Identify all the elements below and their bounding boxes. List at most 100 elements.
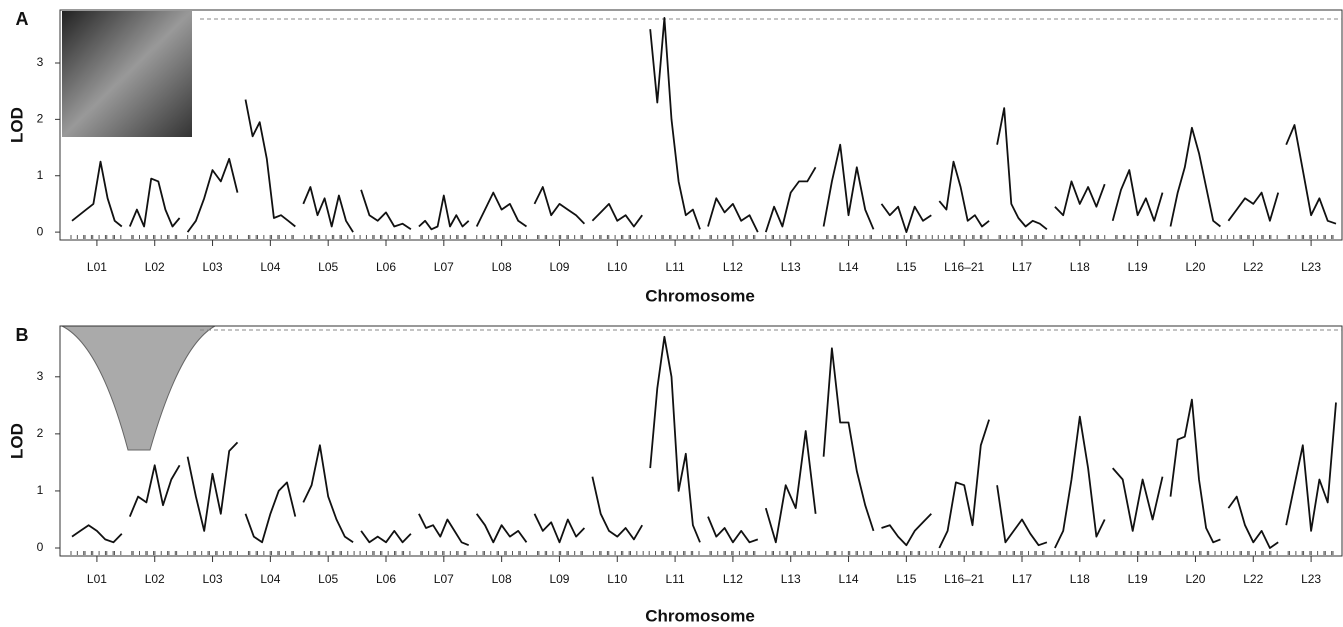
lod-curve [880, 203, 932, 233]
y-tick-label: 2 [37, 426, 44, 440]
lod-curve [1112, 467, 1164, 532]
lod-curve [996, 485, 1048, 547]
x-tick-label: L08 [492, 260, 512, 274]
lod-curve [1054, 180, 1106, 217]
lod-curve [1227, 191, 1280, 222]
x-tick-label: L13 [781, 572, 801, 586]
x-tick-label: L10 [607, 572, 627, 586]
x-tick-label: L02 [145, 260, 165, 274]
y-tick-label: 2 [37, 112, 44, 126]
x-tick-label: L15 [896, 572, 916, 586]
x-tick-label: L07 [434, 260, 454, 274]
y-axis-label: LOD [7, 423, 26, 459]
lod-curve [764, 430, 817, 544]
x-tick-label: L16–21 [944, 572, 984, 586]
y-tick-label: 0 [37, 224, 44, 238]
x-tick-label: L14 [839, 260, 859, 274]
y-tick-label: 1 [37, 483, 44, 497]
x-tick-label: L18 [1070, 260, 1090, 274]
lod-curve [1169, 126, 1221, 228]
inset-image-a [62, 11, 192, 137]
x-tick-label: L10 [607, 260, 627, 274]
x-tick-label: L09 [549, 572, 569, 586]
y-tick-label: 3 [37, 369, 44, 383]
lod-curve [591, 203, 643, 228]
y-tick-label: 0 [37, 540, 44, 554]
lod-curve [71, 524, 123, 544]
lod-curve [71, 160, 123, 228]
lod-curve [707, 516, 759, 544]
x-tick-label: L01 [87, 260, 107, 274]
lod-curve [938, 419, 990, 549]
lod-curve [475, 191, 528, 228]
x-tick-label: L06 [376, 260, 396, 274]
x-tick-label: L04 [260, 572, 280, 586]
x-tick-label: L03 [203, 572, 223, 586]
lod-curve [1054, 415, 1106, 549]
x-tick-label: L04 [260, 260, 280, 274]
lod-curve [186, 157, 239, 233]
x-tick-label: L15 [896, 260, 916, 274]
x-tick-label: L19 [1128, 572, 1148, 586]
x-tick-label: L17 [1012, 260, 1032, 274]
lod-curve [418, 194, 470, 231]
x-tick-label: L09 [549, 260, 569, 274]
lod-curve [996, 107, 1048, 231]
x-axis-label: Chromosome [645, 286, 755, 305]
lod-curve [186, 441, 239, 532]
x-tick-label: L23 [1301, 260, 1321, 274]
lod-curve [822, 143, 875, 230]
x-tick-label: L18 [1070, 572, 1090, 586]
lod-curve [244, 481, 297, 544]
lod-curve [360, 189, 412, 231]
x-tick-label: L19 [1128, 260, 1148, 274]
x-tick-label: L01 [87, 572, 107, 586]
y-axis-label: LOD [7, 107, 26, 143]
x-tick-label: L06 [376, 572, 396, 586]
lod-curve [128, 464, 181, 517]
x-tick-label: L22 [1243, 260, 1263, 274]
lod-curve [244, 99, 296, 228]
lod-curve [360, 530, 412, 544]
inset-image-b [61, 325, 216, 451]
x-tick-label: L12 [723, 572, 743, 586]
lod-curve [1111, 169, 1164, 222]
y-tick-label: 1 [37, 168, 44, 182]
lod-curve [533, 186, 586, 225]
x-tick-label: L20 [1185, 260, 1205, 274]
lod-curve [418, 513, 470, 547]
x-tick-label: L11 [666, 572, 685, 586]
lod-curve [1285, 124, 1337, 225]
x-tick-label: L02 [145, 572, 165, 586]
x-tick-label: L03 [203, 260, 223, 274]
x-tick-label: L22 [1243, 572, 1263, 586]
x-tick-label: L16–21 [944, 260, 984, 274]
lod-curve [533, 513, 586, 544]
lod-curve [1169, 398, 1221, 544]
lod-curve [764, 166, 817, 233]
plot-frame [59, 325, 1343, 557]
x-tick-label: L14 [839, 572, 859, 586]
x-tick-label: L23 [1301, 572, 1321, 586]
lod-curve [881, 513, 932, 547]
x-tick-label: L20 [1185, 572, 1205, 586]
x-tick-label: L07 [434, 572, 454, 586]
lod-curve [591, 476, 643, 541]
lod-curve [938, 160, 990, 228]
x-tick-label: L12 [723, 260, 743, 274]
x-tick-label: L17 [1012, 572, 1032, 586]
lod-curve [128, 177, 181, 228]
y-tick-label: 3 [37, 55, 44, 69]
lod-curve [649, 335, 701, 543]
x-tick-label: L05 [318, 572, 338, 586]
lod-curve [707, 197, 759, 233]
plot-frame [59, 9, 1343, 241]
x-axis-label: Chromosome [645, 606, 755, 625]
x-tick-label: L13 [781, 260, 801, 274]
panel-label: B [16, 325, 29, 345]
lod-curve [822, 347, 875, 532]
lod-curve [302, 444, 354, 544]
x-tick-label: L11 [666, 260, 685, 274]
lod-curve [649, 17, 701, 230]
